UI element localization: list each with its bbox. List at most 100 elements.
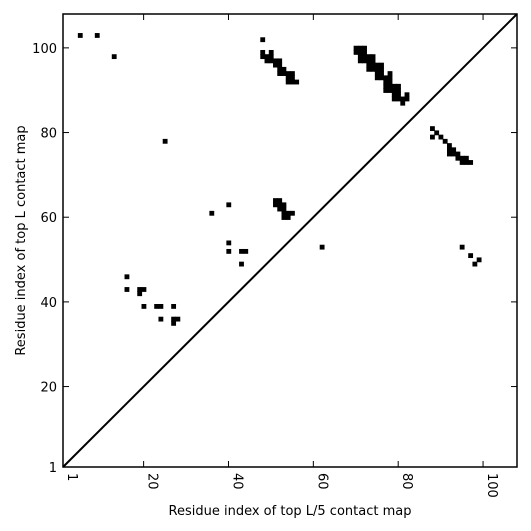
contact-point	[374, 75, 380, 81]
contact-point	[430, 134, 435, 140]
contact-point	[124, 287, 130, 292]
contact-point	[281, 71, 287, 76]
contact-point	[387, 71, 393, 76]
contact-point	[281, 210, 287, 216]
contact-point	[366, 66, 372, 72]
contact-point	[260, 54, 266, 60]
contact-point	[264, 58, 270, 64]
contact-point	[446, 143, 452, 148]
contact-point	[383, 79, 389, 85]
plot-area	[62, 13, 518, 468]
x-axis: 1 20 40 60 80 100	[62, 14, 499, 498]
contact-point	[277, 62, 283, 68]
contact-point	[285, 75, 291, 81]
y-tick-label: 1	[49, 461, 57, 476]
contact-point	[379, 75, 384, 81]
contact-point	[277, 66, 283, 72]
contact-point	[370, 54, 376, 60]
contact-point	[290, 210, 295, 216]
contact-point	[357, 54, 363, 60]
contact-point	[171, 316, 177, 322]
contact-point	[239, 248, 244, 254]
contact-point	[154, 304, 160, 309]
contact-point	[391, 96, 397, 102]
contact-point	[277, 71, 283, 76]
contact-point	[387, 88, 393, 93]
contact-point	[430, 126, 435, 132]
contact-point	[281, 206, 287, 212]
contact-point	[379, 62, 384, 68]
contact-point	[387, 79, 393, 85]
contact-point	[442, 138, 448, 144]
contact-point	[260, 49, 266, 55]
contact-point	[226, 240, 232, 246]
y-tick-label: 40	[40, 296, 57, 311]
contact-point	[290, 71, 295, 76]
contact-point	[362, 54, 367, 60]
contact-point	[463, 155, 469, 161]
x-tick-label: 40	[229, 473, 244, 490]
contact-point	[459, 160, 465, 165]
y-axis: 1 20 40 60 80 100	[32, 42, 517, 476]
contact-point	[396, 92, 401, 98]
contact-point	[400, 96, 406, 102]
contact-point	[451, 147, 457, 153]
contact-point	[446, 151, 452, 157]
x-tick-label: 20	[145, 473, 160, 490]
contact-point	[383, 75, 389, 81]
diagonal-line	[62, 13, 518, 468]
x-tick-label: 1	[64, 473, 79, 481]
contact-point	[268, 58, 274, 64]
contact-point	[264, 54, 270, 60]
contact-point	[294, 79, 300, 85]
contact-point	[226, 248, 232, 254]
contact-point	[379, 71, 384, 76]
contact-point	[438, 134, 444, 140]
contact-point	[281, 202, 287, 208]
contact-point	[357, 49, 363, 55]
contact-point	[463, 160, 469, 165]
contact-point	[281, 215, 287, 220]
y-tick-label: 100	[32, 42, 57, 57]
contact-point	[362, 45, 367, 51]
contact-point	[260, 37, 266, 43]
contact-point	[370, 62, 376, 68]
contact-point	[175, 316, 181, 322]
x-axis-label: Residue index of top L/5 contact map	[169, 504, 412, 519]
contact-point	[171, 304, 177, 309]
contact-point	[383, 88, 389, 93]
contact-point	[455, 151, 461, 157]
contact-point	[391, 83, 397, 89]
contact-point	[374, 62, 380, 68]
contact-point	[374, 71, 380, 76]
contact-point	[226, 202, 232, 208]
contact-point	[290, 75, 295, 81]
contact-point	[277, 202, 283, 208]
contact-point	[387, 83, 393, 89]
contact-point	[273, 62, 278, 68]
contact-point	[281, 66, 287, 72]
contact-point	[209, 210, 215, 216]
contact-point	[451, 151, 457, 157]
contact-point	[391, 92, 397, 98]
contact-point	[357, 45, 363, 51]
contact-point	[137, 291, 143, 297]
y-axis-label: Residue index of top L contact map	[14, 125, 29, 355]
contact-point	[243, 248, 249, 254]
contact-point	[277, 198, 283, 203]
contact-point	[357, 58, 363, 64]
y-tick-label: 20	[40, 381, 57, 396]
contact-point	[285, 79, 291, 85]
y-tick-label: 80	[40, 127, 57, 142]
contact-point	[239, 261, 244, 267]
contact-point	[468, 253, 474, 259]
contact-point	[404, 96, 410, 102]
contact-point	[162, 138, 168, 144]
contact-point	[366, 62, 372, 68]
contact-point	[459, 244, 465, 250]
contact-point	[446, 147, 452, 153]
contact-point	[374, 66, 380, 72]
contact-point	[472, 261, 478, 267]
contact-point	[171, 320, 177, 326]
contact-point	[476, 257, 482, 263]
